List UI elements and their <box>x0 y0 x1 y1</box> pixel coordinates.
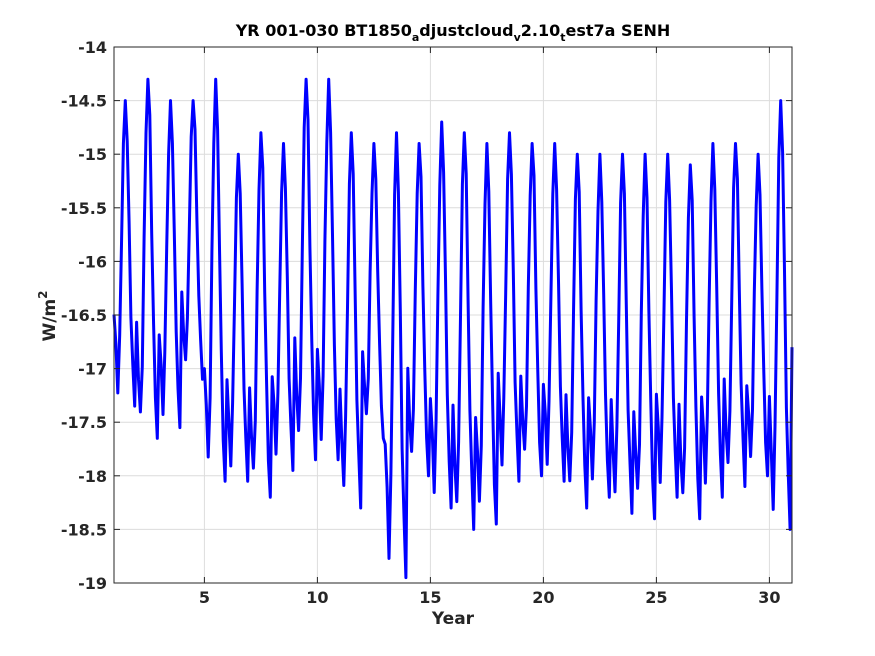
x-tick-label: 30 <box>758 588 780 607</box>
x-axis-title: Year <box>431 609 475 629</box>
x-tick-label: 10 <box>306 588 328 607</box>
chart-title-part: djustcloud <box>419 21 513 40</box>
y-tick-label: -14.5 <box>61 92 107 111</box>
y-tick-label: -15 <box>78 145 107 164</box>
y-tick-label: -16 <box>78 252 107 271</box>
y-tick-label: -16.5 <box>61 306 107 325</box>
chart-title-subscript: t <box>560 31 565 44</box>
x-tick-label: 15 <box>419 588 441 607</box>
y-axis-title-superscript: 2 <box>36 290 50 298</box>
x-tick-label: 25 <box>645 588 667 607</box>
chart-title-subscript: a <box>412 31 419 44</box>
chart-title: YR 001-030 BT1850adjustcloudv2.10test7a … <box>235 21 671 44</box>
y-tick-label: -14 <box>78 38 107 57</box>
y-tick-label: -17.5 <box>61 413 107 432</box>
chart-title-part: YR 001-030 BT1850 <box>235 21 412 40</box>
x-tick-labels: 5 10 15 20 25 30 <box>199 588 781 607</box>
chart-title-part: est7a SENH <box>566 21 671 40</box>
y-tick-label: -15.5 <box>61 199 107 218</box>
x-tick-label: 5 <box>199 588 210 607</box>
y-axis-title: W/m2 <box>36 290 60 341</box>
x-tick-label: 20 <box>532 588 554 607</box>
series-line <box>112 77 794 580</box>
y-tick-label: -18 <box>78 467 107 486</box>
axis-ticks <box>114 46 792 584</box>
chart-title-part: 2.10 <box>521 21 560 40</box>
chart-title-subscript: v <box>514 31 522 44</box>
y-tick-label: -19 <box>78 574 107 593</box>
data-series <box>112 77 794 580</box>
y-axis-title-base: W/m <box>40 299 60 342</box>
y-tick-label: -18.5 <box>61 520 107 539</box>
y-tick-labels: -19 -18.5 -18 -17.5 -17 -16.5 -16 -15.5 -15 -14.5… <box>61 38 107 593</box>
y-tick-label: -17 <box>78 360 107 379</box>
